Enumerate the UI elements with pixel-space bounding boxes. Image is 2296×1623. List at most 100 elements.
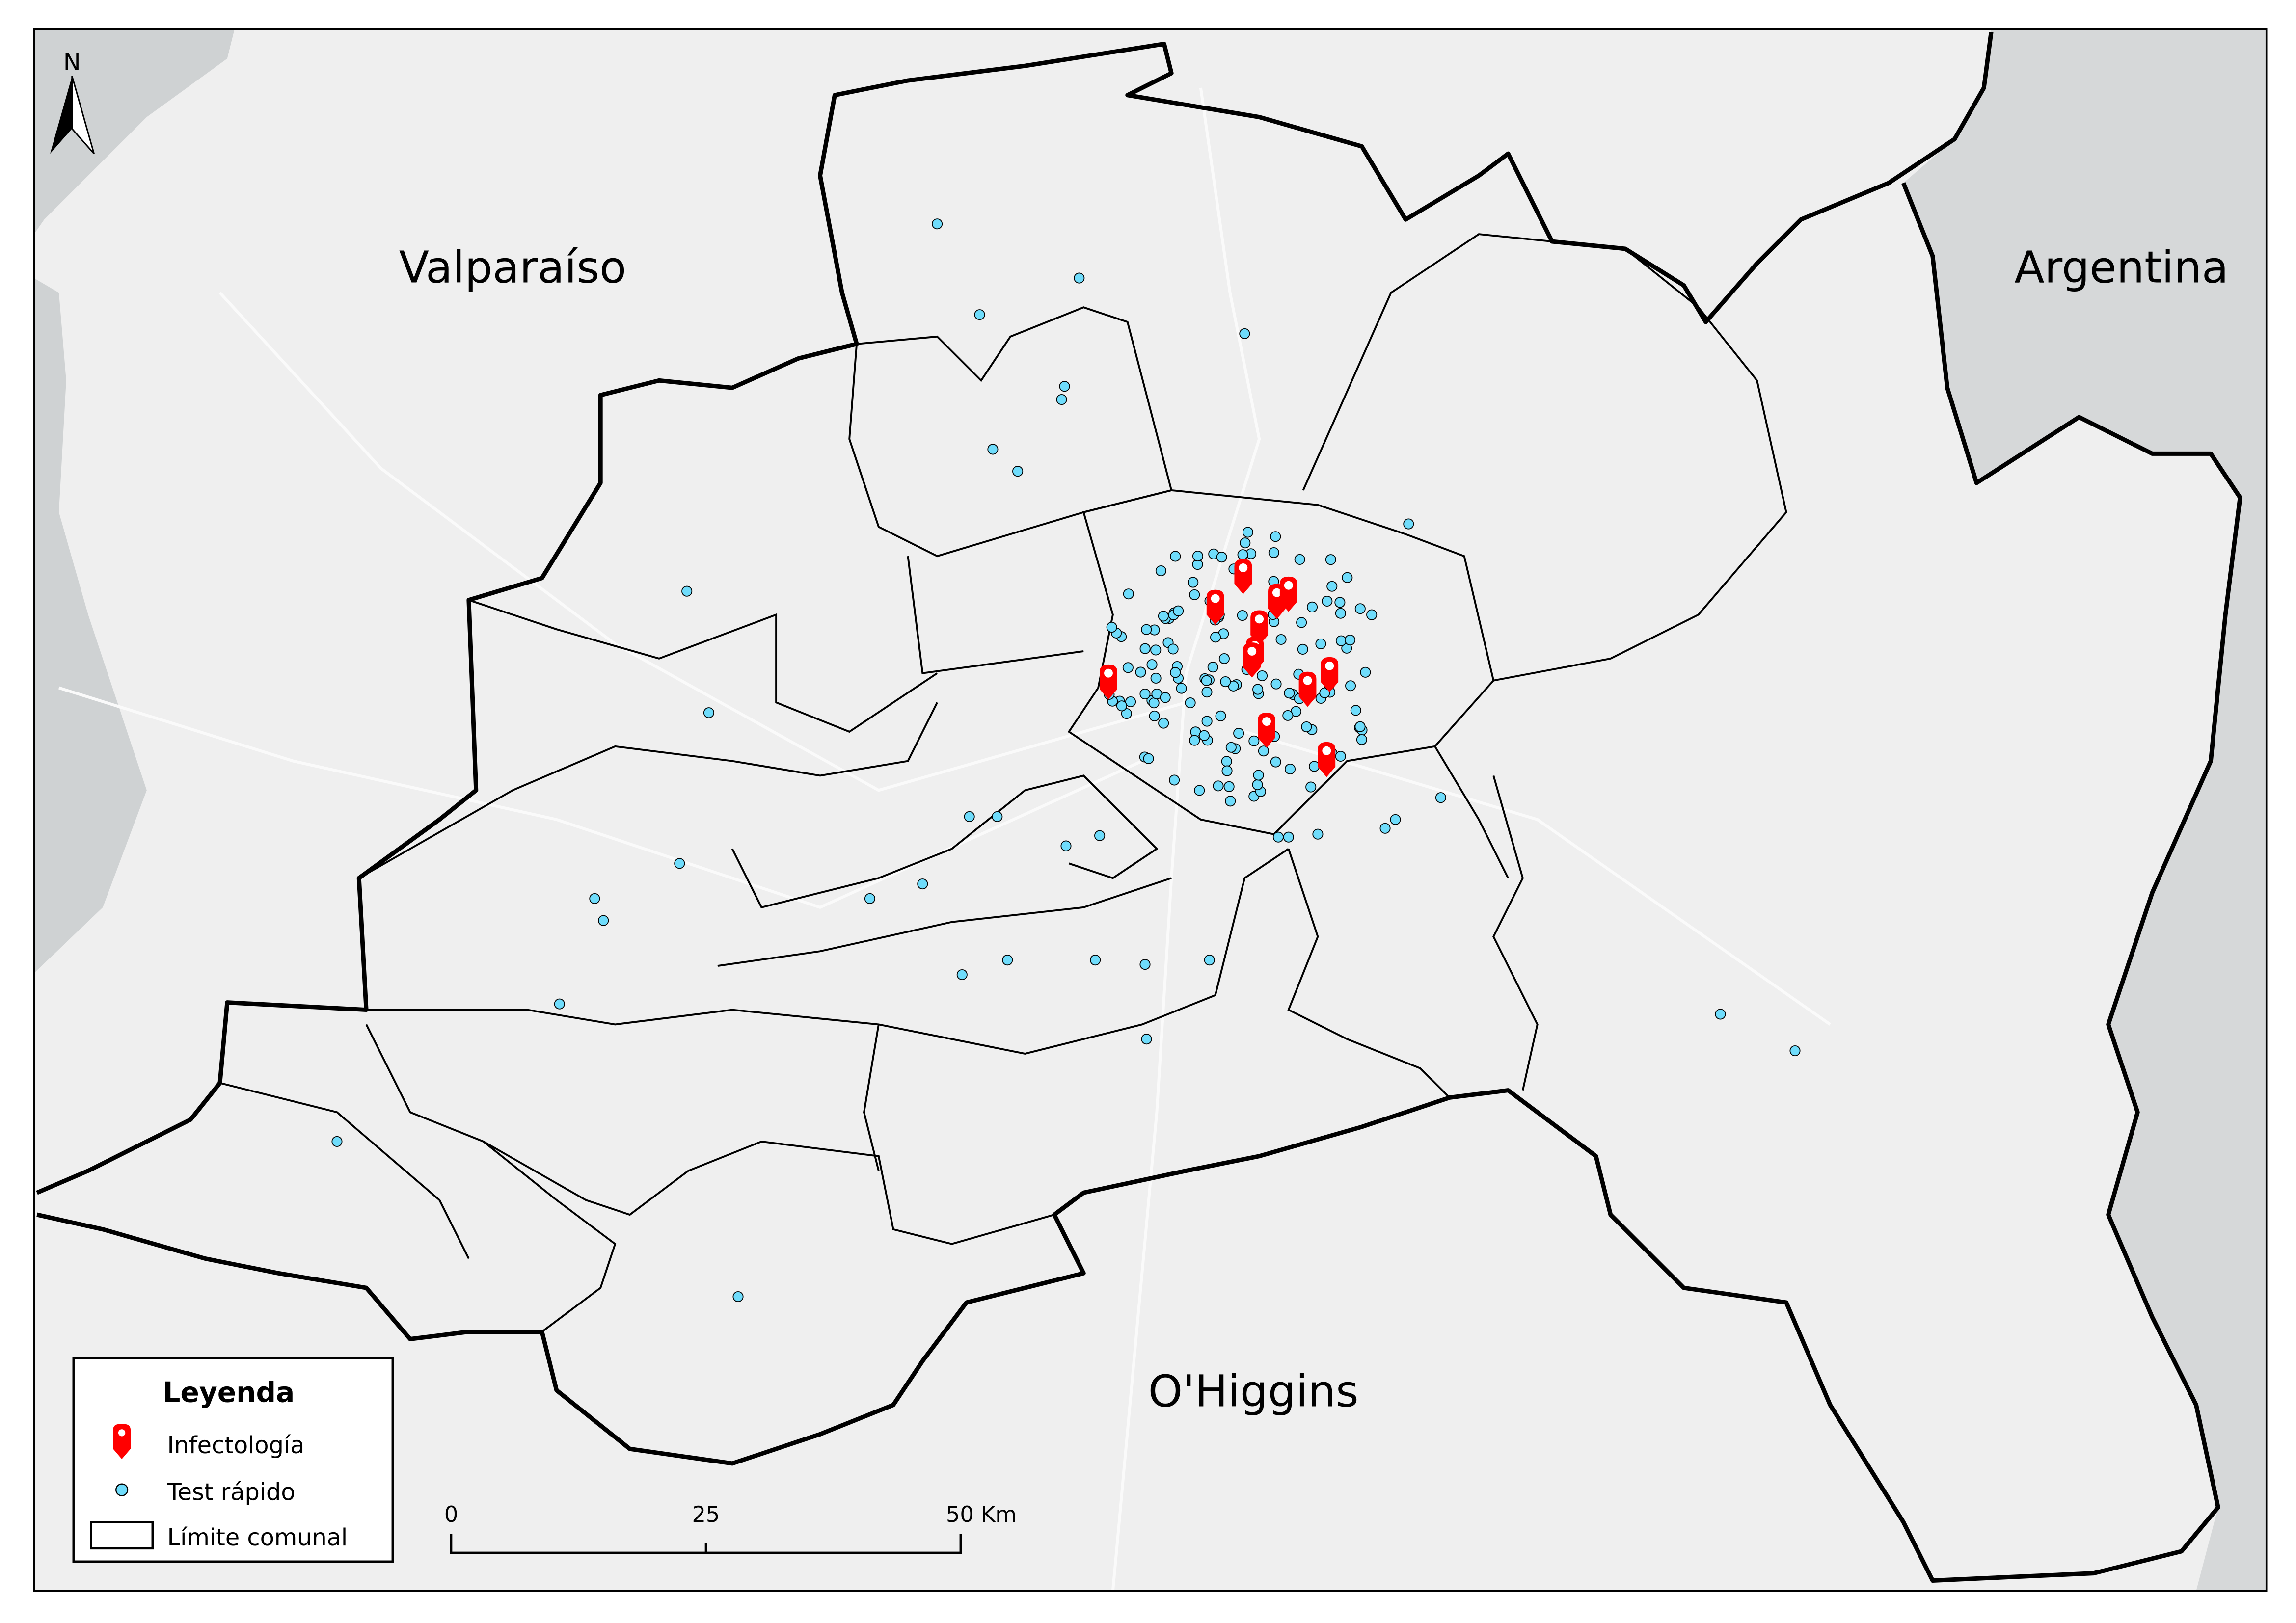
test-rapido-point bbox=[1237, 549, 1248, 560]
test-rapido-point bbox=[589, 893, 600, 904]
test-rapido-point bbox=[1237, 610, 1248, 621]
test-rapido-point bbox=[1074, 272, 1085, 284]
map-frame bbox=[34, 29, 2267, 1591]
test-rapido-point bbox=[932, 218, 943, 230]
test-rapido-point bbox=[1185, 697, 1196, 709]
test-rapido-point bbox=[1189, 589, 1200, 600]
test-rapido-point bbox=[1379, 823, 1391, 834]
map-pin-icon bbox=[1298, 671, 1317, 707]
legend: Leyenda Infectología Test rápido Límite … bbox=[72, 1357, 394, 1563]
test-rapido-point bbox=[681, 585, 693, 597]
test-rapido-point bbox=[1173, 605, 1184, 616]
test-rapido-point bbox=[1350, 705, 1361, 716]
test-rapido-point bbox=[1220, 676, 1231, 688]
legend-label: Límite comunal bbox=[167, 1524, 348, 1551]
test-rapido-point bbox=[1257, 670, 1268, 682]
test-rapido-point bbox=[1354, 721, 1366, 732]
test-rapido-point bbox=[1297, 643, 1308, 655]
test-rapido-point bbox=[1252, 684, 1264, 695]
rectangle-outline-icon bbox=[90, 1521, 154, 1550]
test-rapido-point bbox=[732, 1291, 744, 1303]
test-rapido-point bbox=[1284, 688, 1295, 699]
test-rapido-point bbox=[1094, 830, 1106, 841]
test-rapido-point bbox=[1342, 572, 1353, 583]
test-rapido-point bbox=[1155, 565, 1166, 577]
test-rapido-point bbox=[1789, 1045, 1801, 1057]
test-rapido-point bbox=[1012, 466, 1024, 477]
map-pin-icon bbox=[1234, 559, 1252, 594]
test-rapido-point bbox=[1170, 667, 1181, 678]
test-rapido-point bbox=[1403, 518, 1414, 530]
north-arrow-icon bbox=[50, 76, 72, 154]
test-rapido-point bbox=[1242, 527, 1253, 538]
test-rapido-point bbox=[1268, 547, 1279, 559]
test-rapido-point bbox=[1116, 700, 1127, 712]
test-rapido-point bbox=[1148, 697, 1160, 709]
test-rapido-point bbox=[1216, 552, 1227, 563]
test-rapido-point bbox=[1360, 666, 1371, 678]
test-rapido-point bbox=[1315, 638, 1326, 649]
test-rapido-point bbox=[1356, 734, 1367, 745]
test-rapido-point bbox=[554, 998, 565, 1010]
test-rapido-point bbox=[1059, 381, 1070, 392]
test-rapido-point bbox=[1354, 603, 1366, 614]
circle-point-icon bbox=[115, 1483, 129, 1496]
test-rapido-point bbox=[987, 444, 999, 455]
test-rapido-point bbox=[331, 1136, 343, 1147]
scale-tick-25: 25 bbox=[692, 1501, 720, 1527]
test-rapido-point bbox=[1223, 781, 1235, 792]
map-pin-icon bbox=[1250, 610, 1269, 646]
test-rapido-point bbox=[1366, 609, 1378, 620]
test-rapido-point bbox=[1158, 611, 1169, 622]
test-rapido-point bbox=[1201, 675, 1212, 686]
test-rapido-point bbox=[1233, 728, 1244, 739]
test-rapido-point bbox=[1253, 770, 1264, 781]
communal-boundaries bbox=[219, 233, 1787, 1333]
test-rapido-point bbox=[992, 811, 1003, 822]
test-rapido-point bbox=[1002, 955, 1013, 966]
label-argentina: Argentina bbox=[2014, 242, 2228, 293]
test-rapido-point bbox=[1201, 687, 1213, 698]
test-rapido-point bbox=[1143, 753, 1154, 764]
test-rapido-point bbox=[598, 915, 609, 926]
test-rapido-point bbox=[1335, 750, 1346, 762]
test-rapido-point bbox=[1284, 763, 1296, 775]
scale-bar: 0 25 50 Km bbox=[444, 1501, 1017, 1554]
test-rapido-point bbox=[1139, 688, 1151, 700]
map-pin-icon bbox=[1279, 576, 1297, 612]
test-rapido-point bbox=[1335, 635, 1347, 646]
legend-item-infectologia: Infectología bbox=[113, 1424, 304, 1459]
test-rapido-point bbox=[1345, 680, 1356, 692]
test-rapido-point bbox=[1282, 710, 1294, 721]
test-rapido-point bbox=[1167, 643, 1179, 655]
test-rapido-point bbox=[1139, 959, 1151, 970]
legend-label: Test rápido bbox=[167, 1479, 296, 1506]
test-rapido-point bbox=[1188, 577, 1199, 588]
test-rapido-point bbox=[1275, 634, 1287, 645]
legend-item-limite-comunal: Límite comunal bbox=[90, 1521, 348, 1551]
infectologia-pins bbox=[1100, 559, 1339, 777]
test-rapido-point bbox=[974, 309, 985, 320]
test-rapido-point bbox=[1335, 608, 1346, 619]
test-rapido-point bbox=[1305, 781, 1317, 793]
test-rapido-point bbox=[1270, 756, 1281, 768]
test-rapido-point bbox=[1135, 666, 1146, 678]
map-pin-icon bbox=[1258, 713, 1275, 748]
test-rapido-point bbox=[1176, 683, 1187, 694]
test-rapido-point bbox=[1225, 742, 1237, 753]
test-rapido-point bbox=[1252, 779, 1263, 791]
test-rapido-point bbox=[1296, 617, 1307, 628]
test-rapido-point bbox=[1239, 328, 1250, 339]
argentina-area bbox=[1903, 29, 2267, 1591]
map-pin-icon bbox=[1243, 642, 1261, 678]
test-rapido-point bbox=[1146, 659, 1158, 670]
test-rapido-point bbox=[1139, 643, 1151, 654]
test-rapido-point bbox=[1322, 595, 1333, 607]
test-rapido-point bbox=[1272, 831, 1284, 843]
test-rapido-point bbox=[1141, 624, 1152, 635]
test-rapido-point bbox=[1270, 678, 1282, 690]
test-rapido-point bbox=[1123, 588, 1134, 600]
test-rapido-point bbox=[1309, 761, 1320, 772]
test-rapido-point bbox=[1207, 662, 1218, 673]
